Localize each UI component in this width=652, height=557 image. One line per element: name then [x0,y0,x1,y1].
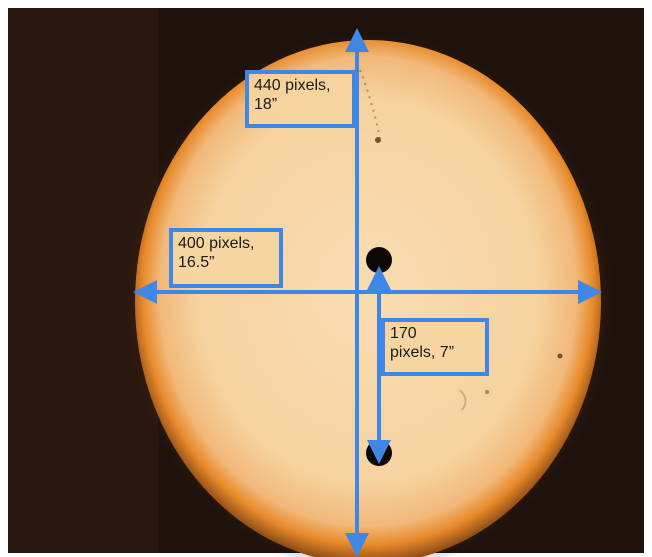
surface-streak [359,69,381,139]
surface-speck [485,390,489,394]
surface-curl [459,389,467,411]
horizontal-measurement-label: 400 pixels, 16.5” [169,228,283,288]
hole-spacing-measurement-label: 170 pixels, 7” [381,318,489,376]
vertical-measurement-label: 440 pixels, 18” [245,70,356,128]
surface-speck [375,137,381,143]
illuminated-disc [135,40,601,557]
surface-speck [557,353,563,359]
upper-hole [366,247,392,273]
